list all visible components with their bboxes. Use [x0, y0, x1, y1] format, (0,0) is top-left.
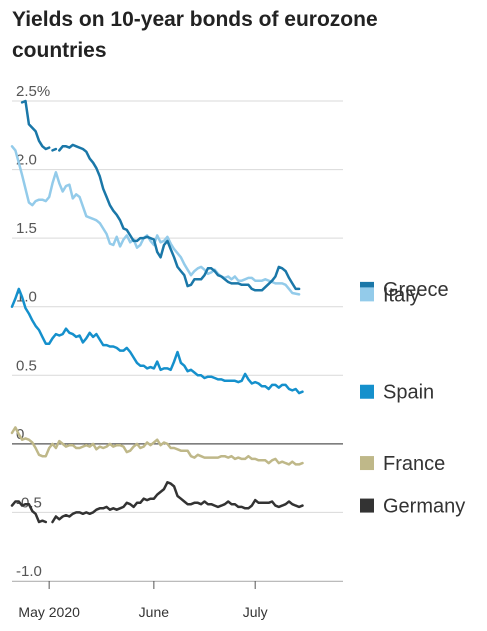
- legend-label-germany: Germany: [383, 496, 465, 518]
- grid-lines: [12, 100, 343, 582]
- legend-label-france: France: [383, 453, 445, 475]
- series-line-italy: [10, 145, 301, 296]
- legend-swatch-france: [360, 456, 374, 471]
- x-axis: May 2020 June July: [12, 581, 343, 620]
- chart-title: Yields on 10-year bonds of eurozone coun…: [12, 8, 378, 62]
- legend-swatch-italy: [360, 287, 374, 302]
- y-tick-label: -0.5: [16, 494, 42, 511]
- y-tick-label: 0.5: [16, 357, 37, 374]
- y-tick-label: 2.5%: [16, 83, 50, 100]
- series-line-spain: [10, 287, 304, 395]
- legend-label-italy: Italy: [383, 284, 420, 306]
- y-tick-label: -1.0: [16, 563, 42, 580]
- y-axis-tick-labels: 2.5%2.01.51.00.50-0.5-1.0: [16, 83, 50, 580]
- legend-swatch-germany: [360, 498, 374, 513]
- y-tick-label: 1.5: [16, 220, 37, 237]
- series-lines: [10, 99, 304, 524]
- legend-label-greece: Greece: [383, 279, 449, 301]
- x-tick-label: May 2020: [18, 604, 80, 620]
- x-tick-label: July: [243, 604, 268, 620]
- x-tick-label: June: [139, 604, 170, 620]
- legend-label-spain: Spain: [383, 382, 434, 404]
- series-line-germany: [10, 481, 304, 524]
- series-line-greece: [20, 99, 301, 292]
- series-line-france: [10, 426, 304, 466]
- legend-swatch-spain: [360, 384, 374, 399]
- y-tick-label: 2.0: [16, 152, 37, 169]
